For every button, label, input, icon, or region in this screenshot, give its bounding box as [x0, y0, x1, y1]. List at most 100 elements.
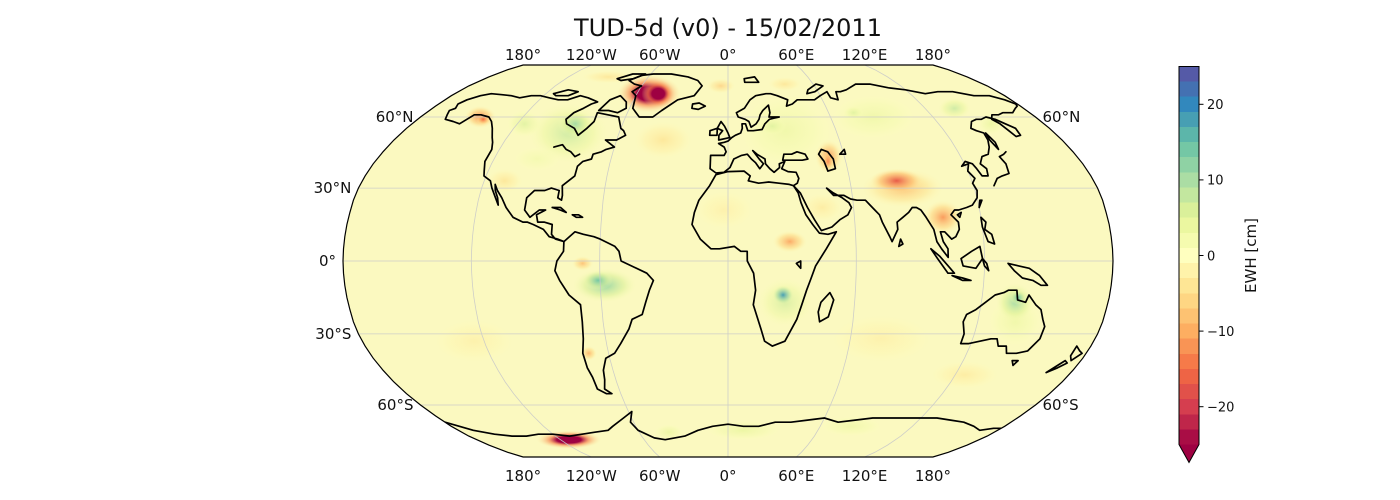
coastlines	[444, 73, 1083, 441]
coastline	[817, 148, 837, 172]
lon-label-bottom-180deg: 180°	[915, 467, 951, 485]
coastline	[551, 206, 568, 214]
colorbar-outline	[1178, 66, 1200, 464]
anomaly-baltic-teal	[758, 117, 787, 136]
colorbar-band	[1179, 368, 1199, 385]
coastline	[691, 170, 838, 347]
colorbar-band	[1179, 399, 1199, 415]
lat-label-left-60degn: 60°N	[376, 108, 414, 126]
colorbar-band	[1179, 172, 1199, 188]
figure-title: TUD-5d (v0) - 15/02/2011	[574, 14, 882, 42]
meridian-60	[796, 65, 857, 457]
anomaly-greenland-core	[641, 79, 675, 108]
colorbar-band	[1179, 142, 1199, 158]
colorbar-band	[1179, 96, 1199, 112]
anomaly-south-of-australia-tint	[930, 360, 999, 390]
coastline	[616, 73, 647, 82]
colorbar-band	[1179, 429, 1199, 445]
colorbar-band	[1179, 217, 1199, 233]
coastline	[553, 143, 581, 158]
longitude-labels: 180° 180° 120°W 120°W 60°W 60°W 0° 0° 60°E 60°E 12…	[505, 46, 951, 485]
coastline	[930, 247, 956, 275]
colorbar-extend-arrow	[1179, 444, 1199, 463]
coastline	[1069, 345, 1083, 362]
coastline	[1011, 359, 1019, 367]
colorbar-band	[1179, 278, 1199, 294]
lon-label-bottom-120dege: 120°E	[842, 467, 888, 485]
lat-label-left-60degs: 60°S	[377, 396, 413, 414]
colorbar-band	[1179, 202, 1199, 218]
coastline	[597, 94, 628, 114]
coastline	[716, 120, 731, 141]
anomaly-zambia-blue-core	[772, 285, 794, 305]
coastline	[984, 132, 1000, 151]
colorbar-band	[1179, 338, 1199, 354]
colorbar-band	[1179, 308, 1199, 324]
coastline	[709, 83, 1022, 259]
anomaly-north-atlantic-orange	[633, 121, 693, 159]
anomaly-hudson-bay-core	[557, 110, 593, 138]
colorbar-axis-label: EWH [cm]	[1242, 218, 1260, 293]
colorbar-band	[1179, 157, 1199, 173]
coastline	[1007, 262, 1049, 287]
colorbar-band	[1179, 384, 1199, 400]
coastline	[554, 230, 655, 395]
lon-label-top-180deg: 180°	[915, 46, 951, 64]
coastline	[743, 76, 760, 84]
coastline	[981, 257, 990, 272]
anomaly-tibet-core	[870, 168, 923, 193]
lon-label-top-0deg: 0°	[719, 46, 736, 64]
colorbar-tick-label-10: 10	[1207, 174, 1224, 189]
anomaly-ne-siberia-teal	[938, 97, 971, 120]
coastline	[444, 92, 627, 243]
coastline	[795, 260, 802, 270]
coastline	[980, 216, 996, 245]
coastline	[838, 148, 847, 156]
anomaly-west-antarctica-crimson	[536, 430, 602, 449]
coastline	[444, 410, 1003, 441]
colorbar-band	[1179, 323, 1199, 339]
lon-label-top-120dege: 120°E	[842, 46, 888, 64]
lat-label-left-0deg: 0°	[319, 252, 336, 270]
lon-label-top-60dege: 60°E	[778, 46, 814, 64]
lon-label-bottom-0deg: 0°	[719, 467, 736, 485]
colorbar-band	[1179, 66, 1199, 82]
colorbar-band	[1179, 81, 1199, 97]
map-boundary	[342, 64, 1114, 458]
coastline	[708, 127, 719, 137]
lat-label-left-30degn: 30°N	[314, 179, 352, 197]
coastline	[571, 213, 584, 219]
colorbar-tick-label-m20: −20	[1207, 401, 1234, 416]
anomaly-se-asia-orange	[924, 200, 962, 235]
anomaly-central-africa-orange	[772, 230, 807, 253]
lon-label-top-180deg: 180°	[505, 46, 541, 64]
coastline	[628, 73, 703, 118]
anomaly-nw-amazon-orange	[571, 256, 594, 271]
latitude-labels: 60°N 30°N 0° 30°S 60°S 60°N 60°S	[314, 108, 1081, 414]
lon-label-bottom-180deg: 180°	[505, 467, 541, 485]
anomaly-amazon-core	[583, 270, 613, 291]
coastline	[978, 199, 983, 209]
coastline	[959, 289, 1046, 355]
colorbar-band	[1179, 293, 1199, 309]
colorbar-band	[1179, 187, 1199, 203]
colorbar-band	[1179, 263, 1199, 279]
colorbar-band	[1179, 126, 1199, 143]
meridian--60	[599, 65, 660, 457]
meridian--120	[470, 65, 592, 457]
coastline	[781, 150, 809, 162]
colorbar-band	[1179, 414, 1199, 430]
lon-label-top-60degw: 60°W	[639, 46, 681, 64]
lat-label-right-60degs: 60°S	[1043, 396, 1079, 414]
coastline	[1045, 359, 1069, 374]
coastline	[956, 211, 963, 219]
colorbar-tick-label-m10: −10	[1207, 325, 1234, 340]
anomaly-indian-ocean-tint	[829, 314, 932, 364]
coastline	[691, 102, 707, 111]
coastline	[552, 88, 580, 97]
coastline	[817, 291, 835, 323]
coastline	[897, 238, 904, 248]
lon-label-bottom-60degw: 60°W	[639, 467, 681, 485]
